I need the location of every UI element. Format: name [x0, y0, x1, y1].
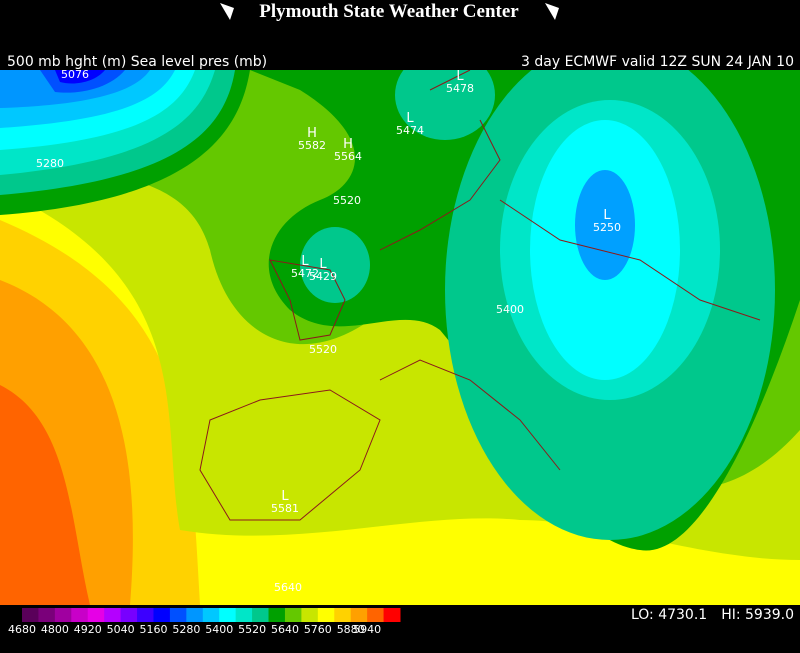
- center-value: 5250: [593, 221, 621, 234]
- title: Plymouth State Weather Center: [259, 1, 519, 22]
- colorbar-tick-label: 5280: [172, 623, 200, 636]
- colorbar-swatch: [120, 608, 138, 622]
- colorbar-swatch: [317, 608, 335, 622]
- contour-label: 5400: [496, 303, 524, 316]
- colorbar-tick-label: 5760: [304, 623, 332, 636]
- colorbar-swatch: [38, 608, 56, 622]
- colorbar-tick-label: 4920: [74, 623, 102, 636]
- colorbar-swatch: [284, 608, 302, 622]
- colorbar-swatch: [22, 608, 39, 622]
- center-symbol: L: [406, 111, 414, 126]
- colorbar-tick-label: 5160: [139, 623, 167, 636]
- subtitle-right: 3 day ECMWF valid 12Z SUN 24 JAN 10: [521, 54, 794, 70]
- colorbar-tick-label: 4680: [8, 623, 36, 636]
- center-value: 5478: [446, 82, 474, 95]
- contour-label: 5520: [333, 194, 361, 207]
- center-symbol: L: [603, 208, 611, 223]
- contour-label: 5640: [274, 581, 302, 594]
- center-symbol: L: [319, 257, 327, 272]
- colorbar-swatch: [334, 608, 352, 622]
- colorbar-swatch: [71, 608, 89, 622]
- colorbar: 4680 4800 4920 5040 5160 5280 5400 5520 5640 5760…: [8, 608, 401, 636]
- center-value: 5429: [309, 270, 337, 283]
- colorbar-swatch: [350, 608, 368, 622]
- center-symbol: L: [456, 69, 464, 84]
- colorbar-swatch: [87, 608, 105, 622]
- colorbar-swatch: [235, 608, 253, 622]
- colorbar-swatch: [153, 608, 171, 622]
- extremes: LO: 4730.1 HI: 5939.0: [631, 607, 794, 623]
- center-symbol: L: [301, 254, 309, 269]
- center-symbol: L: [281, 489, 289, 504]
- colorbar-swatch: [54, 608, 72, 622]
- colorbar-tick-label: 5040: [107, 623, 135, 636]
- header: Plymouth State Weather Center 500 mb hgh…: [7, 1, 794, 70]
- colorbar-swatch: [104, 608, 122, 622]
- center-value: 5582: [298, 139, 326, 152]
- subtitle-left: 500 mb hght (m) Sea level pres (mb): [7, 54, 267, 70]
- flag-icon: [545, 3, 559, 20]
- center-value: 5564: [334, 150, 362, 163]
- contour-label: 5076: [61, 68, 89, 81]
- colorbar-tick-label: 5940: [353, 623, 381, 636]
- colorbar-tick-label: 4800: [41, 623, 69, 636]
- colorbar-swatch: [268, 608, 286, 622]
- center-symbol: H: [343, 137, 353, 152]
- colorbar-swatch: [202, 608, 220, 622]
- center-symbol: H: [307, 126, 317, 141]
- center-value: 5474: [396, 124, 424, 137]
- colorbar-swatch: [169, 608, 187, 622]
- lo-value: LO: 4730.1: [631, 607, 707, 623]
- colorbar-swatch: [301, 608, 319, 622]
- center-value: 5472: [291, 267, 319, 280]
- colorbar-swatch: [367, 608, 385, 622]
- map: 5076 5280 5520 5520 5400 5640 L5478L5474…: [0, 68, 800, 605]
- colorbar-tick-label: 5520: [238, 623, 266, 636]
- colorbar-tick-label: 5880: [337, 623, 365, 636]
- colorbar-tick-label: 5640: [271, 623, 299, 636]
- hi-value: HI: 5939.0: [721, 607, 794, 623]
- center-value: 5581: [271, 502, 299, 515]
- colorbar-swatch: [137, 608, 154, 622]
- colorbar-swatch: [219, 608, 237, 622]
- colorbar-swatch: [383, 608, 401, 622]
- colorbar-tick-label: 5400: [205, 623, 233, 636]
- contour-label: 5520: [309, 343, 337, 356]
- colorbar-swatch: [186, 608, 204, 622]
- colorbar-swatch: [252, 608, 270, 622]
- contour-label: 5280: [36, 157, 64, 170]
- flag-icon: [220, 3, 234, 20]
